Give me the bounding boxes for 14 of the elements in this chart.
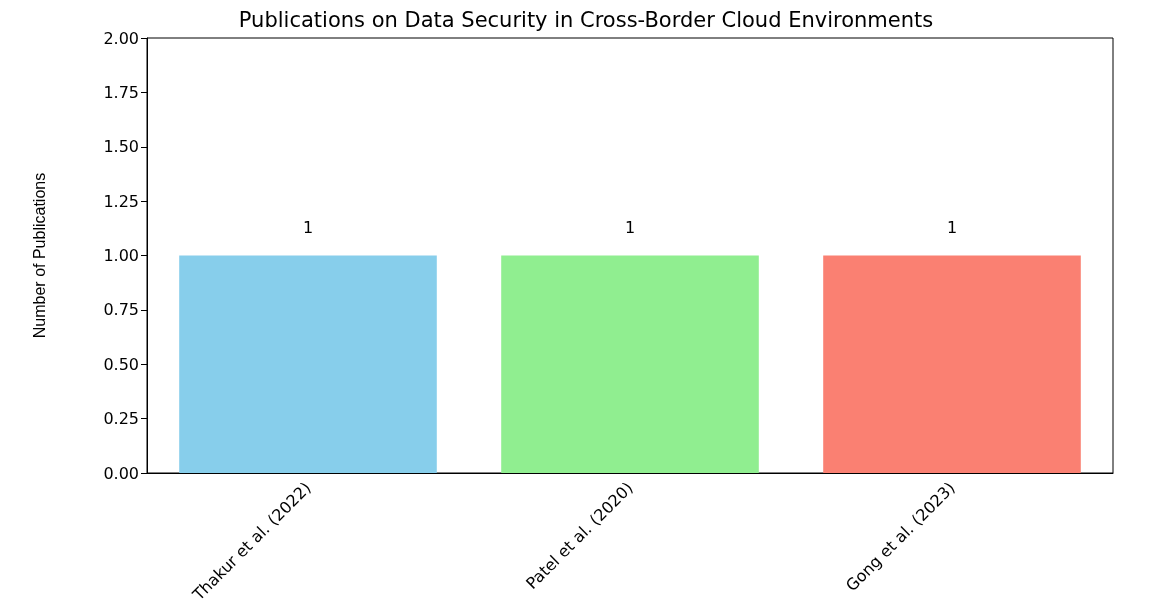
data-label: 1 bbox=[946, 218, 958, 237]
y-tick-label: 0.25 bbox=[103, 409, 139, 429]
y-tick-label: 1.75 bbox=[103, 82, 139, 102]
y-tick-label: 0.50 bbox=[103, 354, 139, 374]
chart-title: Publications on Data Security in Cross-Border Cloud Environments bbox=[238, 7, 934, 32]
y-axis-title: Number of Publications bbox=[30, 172, 48, 339]
y-tick-label: 2.00 bbox=[103, 28, 139, 48]
data-label: 1 bbox=[624, 218, 636, 237]
data-label: 1 bbox=[302, 218, 314, 237]
y-tick-label: 0.75 bbox=[103, 300, 139, 320]
y-tick-label: 1.00 bbox=[103, 246, 139, 265]
y-tick-label: 1.50 bbox=[103, 137, 139, 157]
y-tick-label: 1.25 bbox=[103, 191, 139, 211]
y-tick-label: 0.00 bbox=[103, 463, 139, 483]
